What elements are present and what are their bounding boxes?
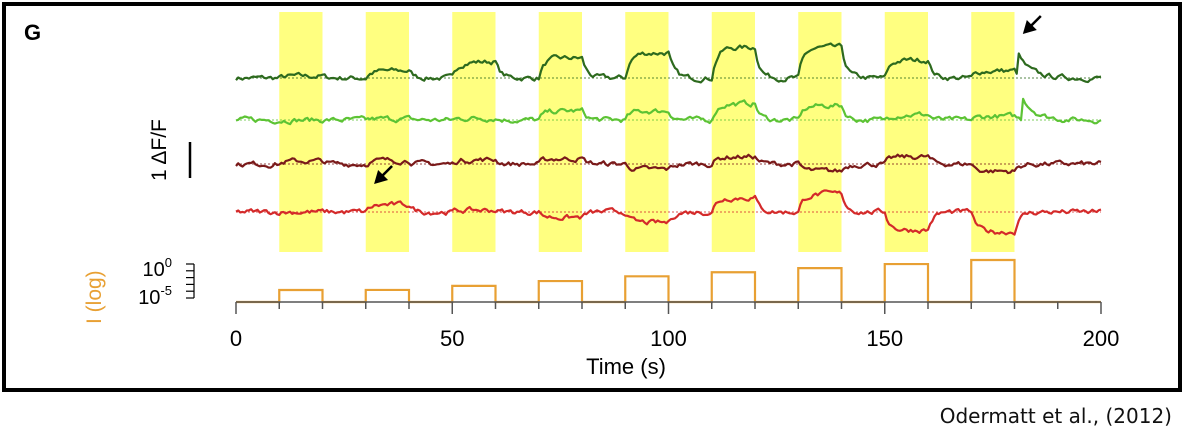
light-axis-label: I (log) <box>83 270 106 324</box>
stimulus-highlight-0 <box>279 12 323 252</box>
x-tick-label-200: 200 <box>1083 326 1120 351</box>
trace-1 <box>235 97 1102 126</box>
x-tick-label-0: 0 <box>230 326 242 351</box>
stimulus-highlights <box>279 12 1015 252</box>
trace-3 <box>235 189 1102 236</box>
stimulus-highlight-8 <box>971 12 1015 252</box>
light-tick-label-0: 100 <box>143 255 172 281</box>
panel-label: G <box>24 20 41 45</box>
stimulus-highlight-7 <box>884 12 928 252</box>
scale-bar-label: 1 ΔF/F <box>148 119 171 181</box>
stimulus-highlight-1 <box>365 12 409 252</box>
arrow-0 <box>1022 15 1042 34</box>
stimulus-highlight-2 <box>452 12 496 252</box>
x-tick-label-100: 100 <box>650 326 687 351</box>
arrow-1 <box>374 165 393 184</box>
x-axis-label: Time (s) <box>586 354 666 379</box>
citation: Odermatt et al., (2012) <box>939 404 1172 428</box>
trace-2 <box>235 153 1102 175</box>
light-steps <box>236 258 1101 304</box>
x-tick-label-50: 50 <box>440 326 464 351</box>
response-traces <box>235 42 1102 236</box>
light-step-trace <box>236 258 1101 304</box>
x-axis: 0 50 100 150 200 <box>230 301 1120 351</box>
stimulus-highlight-4 <box>625 12 669 252</box>
x-tick-label-150: 150 <box>866 326 903 351</box>
light-log-scale <box>186 263 195 299</box>
annotation-arrows <box>374 15 1042 184</box>
light-tick-label-1: 10-5 <box>138 283 172 309</box>
stimulus-highlight-6 <box>798 12 842 252</box>
trace-0 <box>235 42 1102 84</box>
